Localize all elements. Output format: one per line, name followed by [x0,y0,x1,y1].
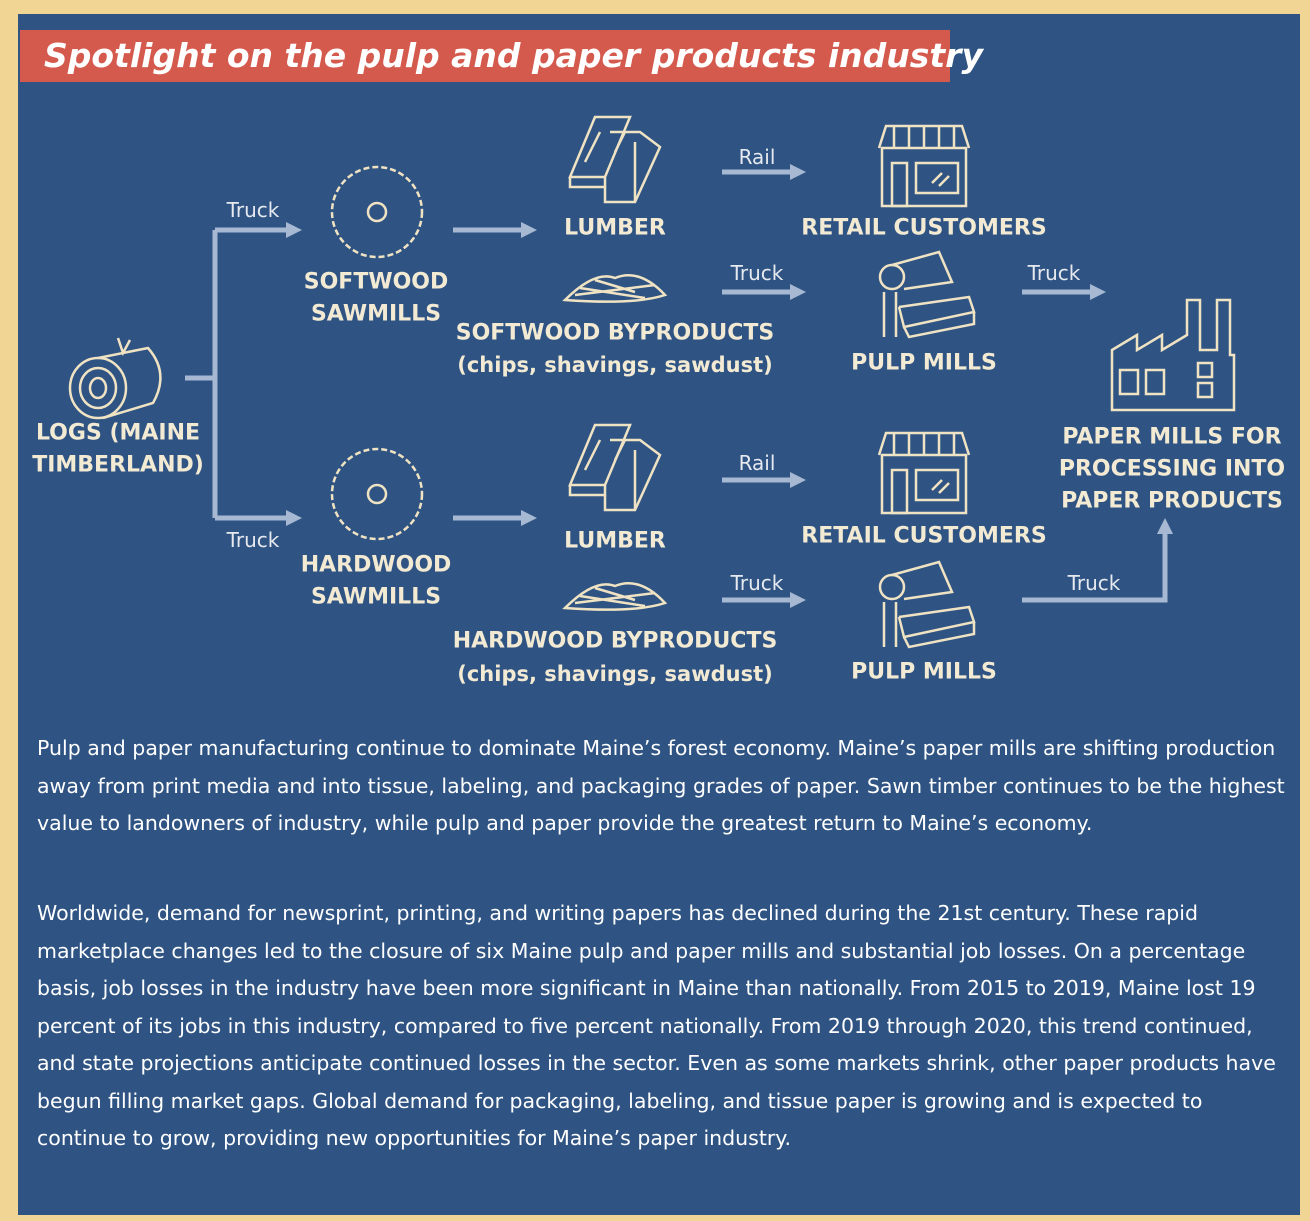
node-label: RETAIL CUSTOMERS [801,215,1047,241]
node-label: PROCESSING INTO [1058,456,1286,482]
edge-label: Rail [738,145,776,169]
node-label: SAWMILLS [310,301,442,327]
node-label: RETAIL CUSTOMERS [801,523,1047,549]
edge-label: Truck [730,571,784,595]
node-label: SAWMILLS [310,584,442,610]
edge-label: Truck [1027,261,1081,285]
node-label: SOFTWOOD [303,269,449,295]
node-label: PULP MILLS [851,659,997,685]
edge-label: Truck [730,261,784,285]
node-label: HARDWOOD [300,552,452,578]
paragraph: Pulp and paper manufacturing continue to… [37,736,1285,835]
edge-label: Truck [226,528,280,552]
edge-label: Truck [1067,571,1121,595]
edge-label: Rail [738,451,776,475]
node-label: LOGS (MAINE [35,420,201,446]
node-label: TIMBERLAND) [32,452,204,478]
node-label: LUMBER [564,215,666,241]
edge-label: Truck [226,198,280,222]
node-label: PAPER MILLS FOR [1062,424,1282,450]
node-label: PULP MILLS [851,350,997,376]
node-detail: (chips, shavings, sawdust) [457,353,773,377]
node-label: SOFTWOOD BYPRODUCTS [455,320,775,346]
panel [18,14,1300,1215]
title: Spotlight on the pulp and paper products… [20,30,983,82]
node-label: PAPER PRODUCTS [1061,488,1283,514]
node-label: LUMBER [564,528,666,554]
node-detail: (chips, shavings, sawdust) [457,662,773,686]
node-label: HARDWOOD BYPRODUCTS [452,628,778,654]
paragraph: Worldwide, demand for newsprint, printin… [37,901,1276,1150]
